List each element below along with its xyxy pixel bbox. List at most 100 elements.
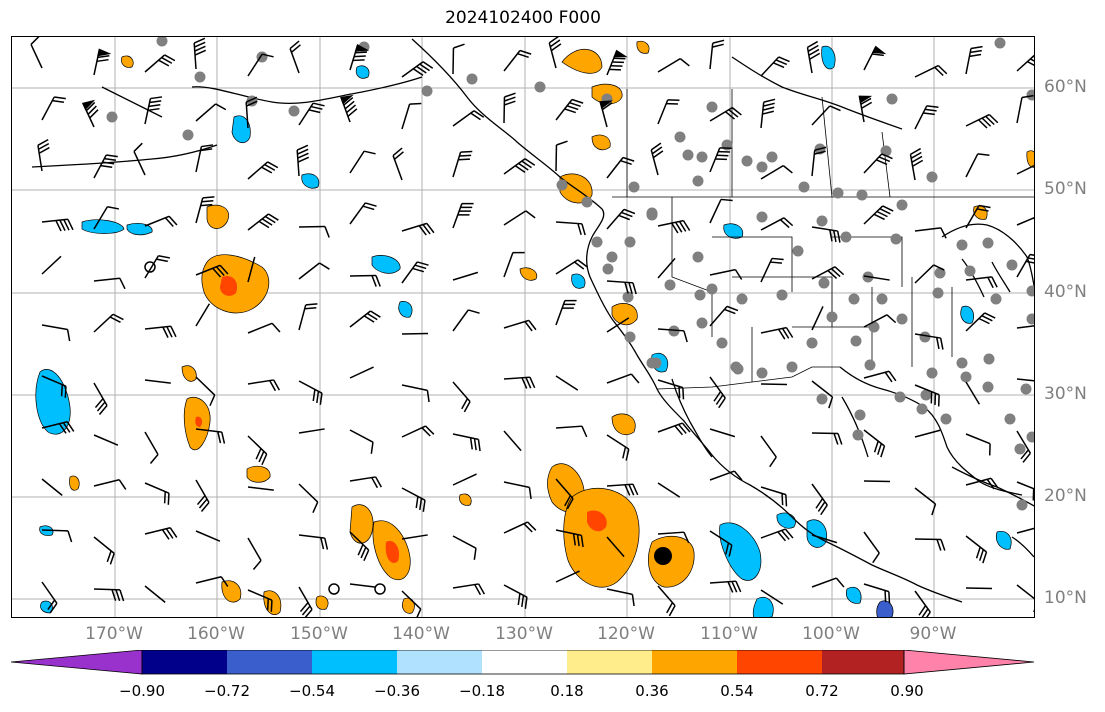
coastlines — [31, 38, 1034, 603]
wind-barb — [144, 325, 177, 338]
wind-barb — [709, 470, 743, 481]
station-dot — [730, 361, 742, 373]
anomaly-blob — [206, 204, 229, 229]
lat-tick-label: 50°N — [1044, 179, 1087, 199]
wind-barb — [452, 309, 480, 332]
wind-barb — [401, 222, 435, 236]
wind-barb — [606, 317, 630, 333]
map-panel[interactable] — [11, 36, 1035, 618]
wind-barb — [606, 373, 640, 384]
wind-barb — [606, 49, 628, 76]
wind-barb — [914, 384, 940, 407]
wind-barb — [247, 322, 281, 334]
wind-barb — [709, 530, 733, 557]
wind-barb — [709, 376, 726, 409]
anomaly-blob — [587, 510, 607, 532]
wind-barb — [965, 312, 996, 332]
anomaly-blob — [195, 416, 203, 427]
wind-barb — [503, 251, 525, 278]
wind-barb — [914, 105, 939, 130]
wind-barb — [811, 266, 845, 280]
wind-barb — [349, 310, 381, 328]
station-dot — [919, 331, 931, 343]
station-dot — [741, 155, 753, 167]
wind-barb — [811, 534, 838, 544]
wind-barb — [606, 280, 637, 295]
station-dot — [421, 85, 433, 97]
wind-barb — [811, 432, 843, 445]
anomaly-blob — [591, 134, 611, 151]
wind-barb — [863, 205, 894, 225]
wind-barb — [760, 217, 794, 231]
wind-barb — [93, 478, 127, 490]
wind-barb — [657, 531, 690, 544]
border-line — [671, 197, 713, 337]
wind-barb — [340, 94, 358, 123]
anomaly-blob — [40, 600, 53, 614]
wind-barb — [247, 379, 281, 392]
anomaly-blob — [519, 267, 538, 281]
colorbar-segment — [822, 650, 907, 674]
anomaly-blob — [806, 519, 828, 548]
anomaly-blob — [846, 586, 862, 604]
anomaly-blob — [355, 65, 370, 79]
station-dot — [856, 189, 868, 201]
wind-barb — [401, 534, 428, 540]
anomaly-blob — [371, 255, 401, 274]
station-dot — [876, 293, 888, 305]
wind-barb — [811, 105, 841, 126]
wind-barb — [193, 37, 207, 70]
station-dot — [756, 367, 768, 379]
wind-barb — [863, 153, 893, 174]
station-dot — [696, 317, 708, 329]
station-dot — [786, 361, 798, 373]
anomaly-blob — [69, 475, 80, 491]
wind-barb — [452, 381, 471, 413]
colorbar-segment — [142, 650, 227, 674]
wind-barb — [349, 202, 377, 225]
wind-barb — [195, 428, 226, 444]
anomaly-blob — [398, 301, 413, 318]
wind-barb — [863, 275, 890, 281]
wind-barb — [247, 435, 268, 466]
station-dot — [288, 105, 300, 117]
wind-barb — [555, 375, 579, 391]
wind-barb — [298, 534, 329, 550]
wind-barb — [965, 153, 990, 178]
lon-tick-label: 170°W — [85, 624, 143, 644]
wind-barb — [965, 433, 991, 456]
wind-barb — [247, 161, 279, 180]
wind-barb — [392, 147, 404, 181]
wind-barb — [93, 277, 126, 290]
wind-barb — [914, 333, 944, 350]
wind-barb — [1016, 584, 1034, 613]
coastline — [941, 223, 1034, 290]
wind-barb — [41, 420, 75, 434]
wind-barb — [863, 583, 891, 604]
wind-barb — [760, 56, 790, 77]
anomaly-blob — [563, 488, 640, 588]
coastline — [991, 261, 1011, 293]
wind-barb — [349, 583, 376, 588]
station-dot — [983, 353, 995, 365]
wind-barb — [195, 196, 215, 224]
wind-barb — [298, 262, 330, 280]
lon-tick-label: 160°W — [187, 624, 245, 644]
wind-barb — [914, 487, 937, 516]
wind-barb — [349, 274, 381, 287]
coastline — [656, 388, 963, 603]
colorbar-segment — [652, 650, 737, 674]
station-dot — [1016, 499, 1028, 511]
wind-barb — [247, 53, 274, 77]
wind-barb — [555, 140, 568, 172]
anomaly-blob — [349, 504, 374, 544]
wind-barb — [503, 49, 532, 72]
storm-marker — [654, 547, 672, 565]
colorbar-segment — [482, 650, 567, 674]
coastline — [31, 144, 218, 168]
wind-barb — [93, 434, 119, 446]
station-dot — [840, 231, 852, 243]
wind-barb — [503, 376, 536, 389]
wind-barb — [452, 110, 485, 127]
colorbar-tick-label: −0.54 — [289, 682, 335, 700]
